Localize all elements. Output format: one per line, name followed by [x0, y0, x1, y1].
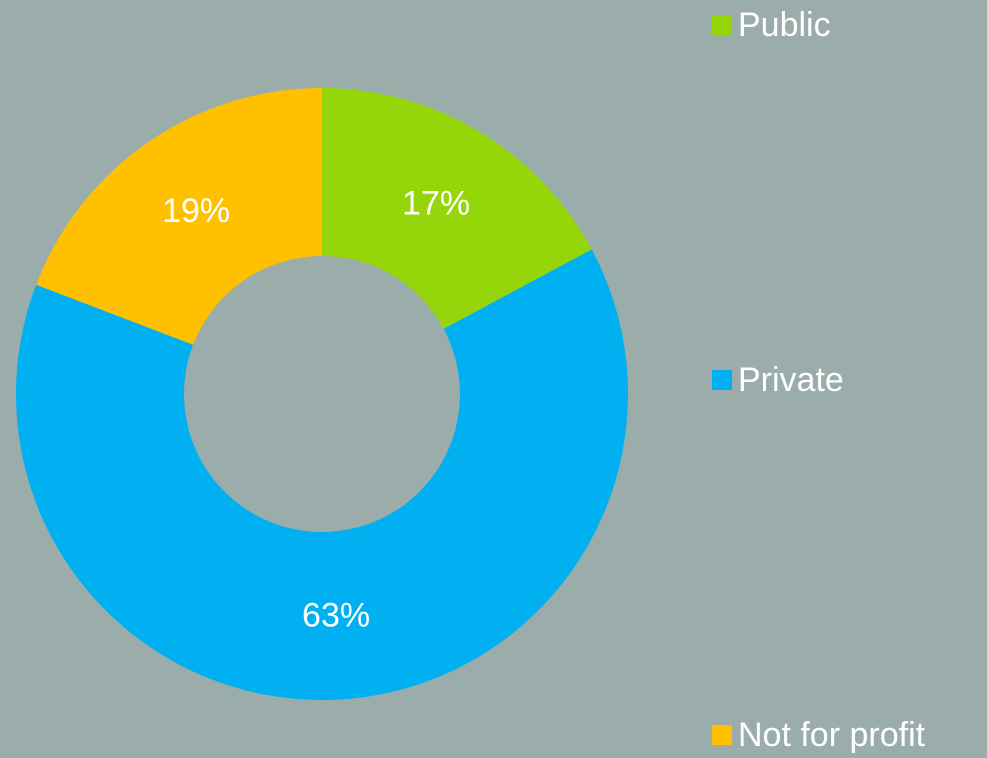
legend-label-not-for-profit: Not for profit — [738, 716, 926, 754]
legend-item-not-for-profit: Not for profit — [712, 715, 925, 755]
slice-public — [322, 88, 592, 329]
legend-swatch-public — [712, 15, 732, 35]
legend-label-public: Public — [738, 6, 831, 44]
data-label-private: 63% — [302, 597, 370, 635]
legend-swatch-not-for-profit — [712, 725, 732, 745]
legend-swatch-private — [712, 370, 732, 390]
legend-item-private: Private — [712, 360, 844, 400]
data-label-public: 17% — [402, 185, 470, 223]
legend-item-public: Public — [712, 5, 831, 45]
slice-not-for-profit — [36, 88, 322, 345]
data-label-not-for-profit: 19% — [162, 192, 230, 230]
slice-private — [15, 249, 628, 700]
legend-label-private: Private — [738, 361, 844, 399]
